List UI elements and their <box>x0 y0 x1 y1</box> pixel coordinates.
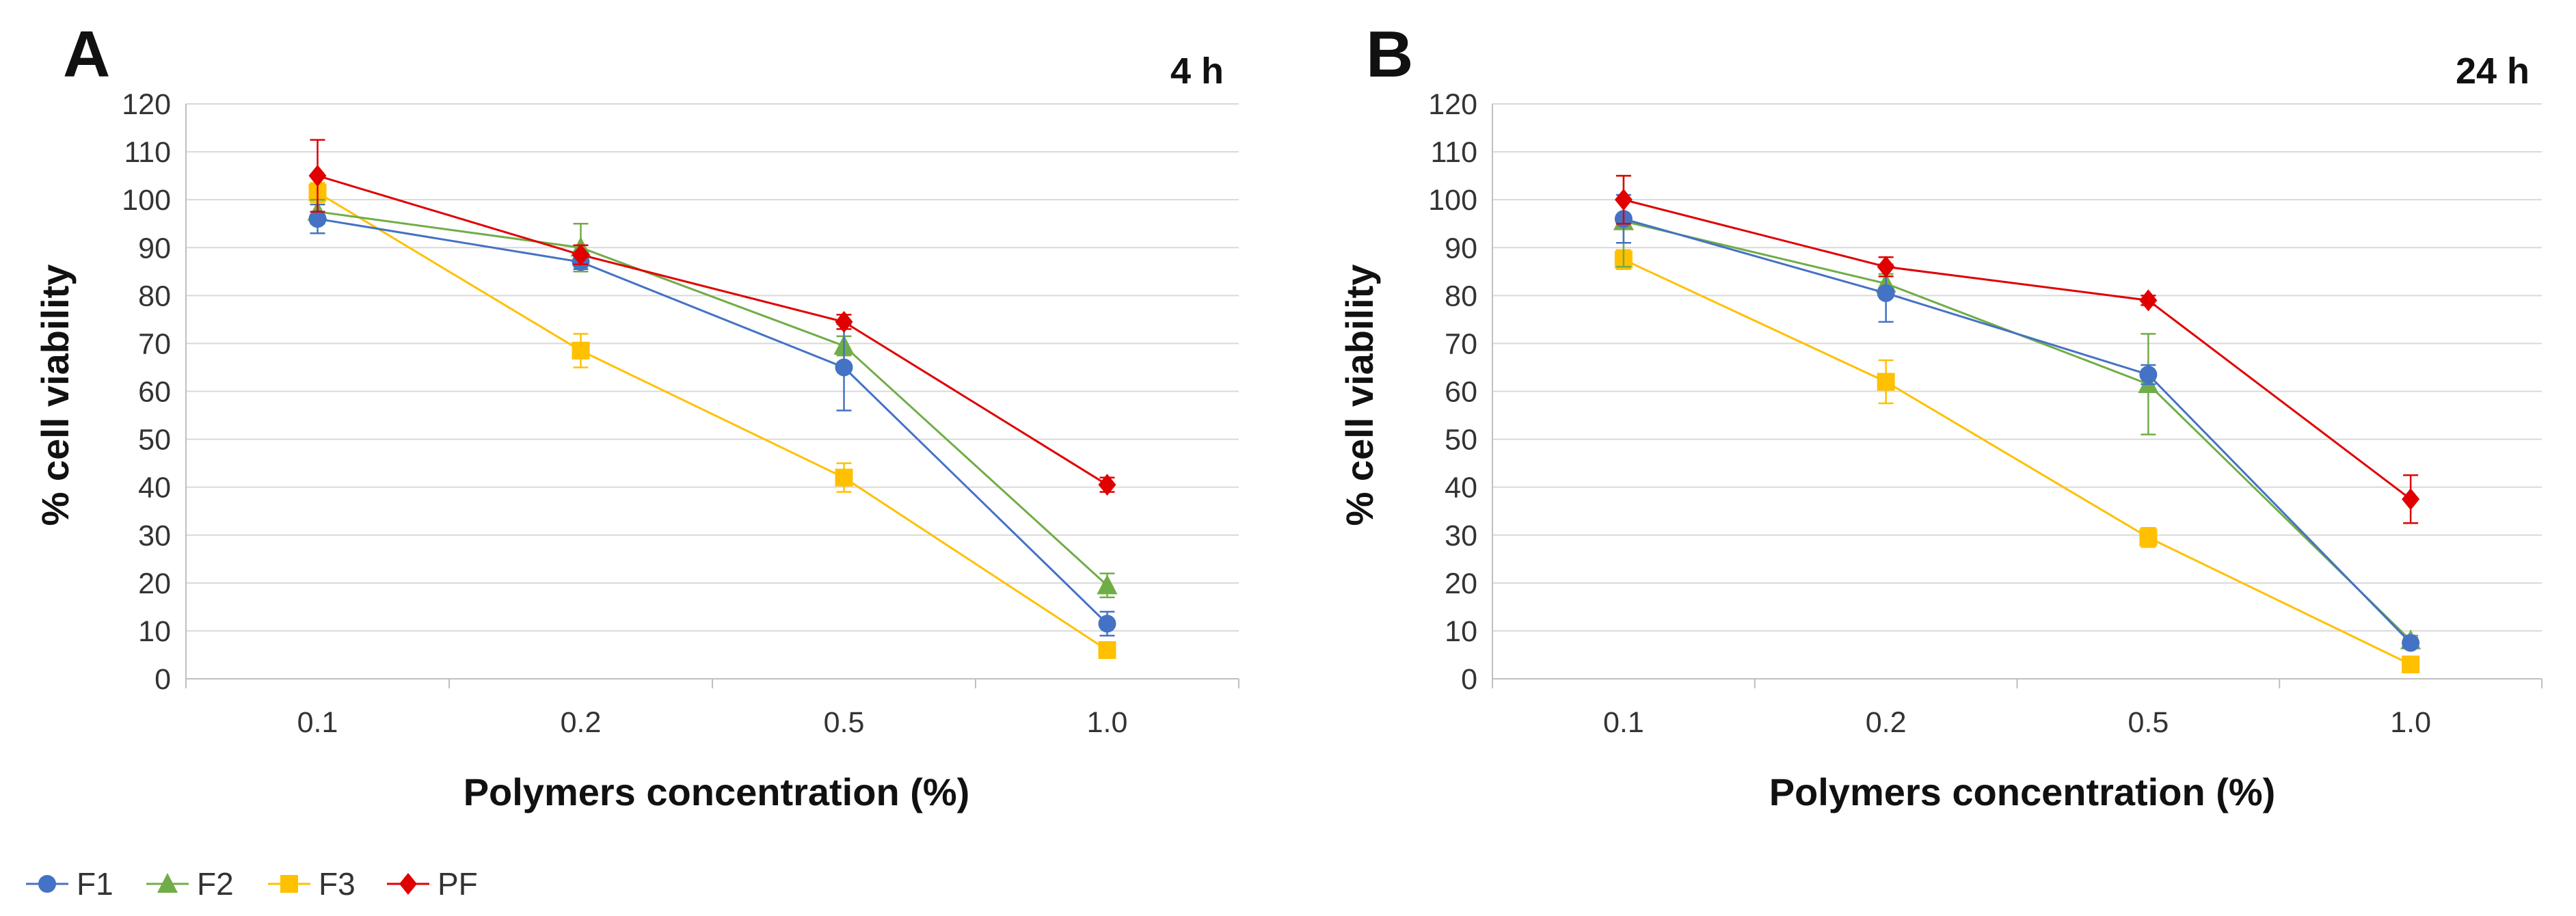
y-tick-label: 70 <box>138 327 171 360</box>
y-tick-label: 80 <box>1445 280 1477 312</box>
series-pf <box>308 139 1116 496</box>
panel-label: A <box>63 18 110 91</box>
panel-label: B <box>1366 18 1413 91</box>
legend-item-f3: F3 <box>268 866 355 902</box>
y-tick-label: 80 <box>138 280 171 312</box>
data-point <box>572 341 590 360</box>
y-tick-label: 110 <box>1430 136 1477 169</box>
data-point <box>308 210 327 228</box>
time-label: 24 h <box>2456 51 2530 92</box>
y-axis-title: % cell viability <box>1338 265 1381 526</box>
chart-panel-b: B 24 h % cell viability Polymers concent… <box>1338 18 2543 813</box>
x-tick-label: 0.2 <box>561 706 602 739</box>
y-tick-label: 100 <box>122 184 171 217</box>
x-axis-title: Polymers concentration (%) <box>1769 770 2276 813</box>
data-point <box>2402 634 2420 652</box>
x-tick-label: 0.5 <box>2128 706 2169 739</box>
y-tick-label: 40 <box>138 472 171 504</box>
y-tick-label: 0 <box>155 663 171 696</box>
y-tick-label: 10 <box>1445 615 1477 648</box>
y-tick-label: 30 <box>138 520 171 552</box>
legend-label: F1 <box>77 866 113 902</box>
series-line <box>1623 258 2411 666</box>
y-tick-label: 50 <box>138 424 171 457</box>
data-point <box>2139 365 2158 383</box>
series-line <box>317 211 1108 587</box>
legend-label: F2 <box>197 866 234 902</box>
series-line <box>1623 217 2412 644</box>
data-point <box>1098 474 1116 496</box>
data-point <box>1877 373 1895 391</box>
data-point <box>835 468 853 487</box>
y-tick-label: 70 <box>1445 327 1477 360</box>
x-tick-label: 1.0 <box>1087 706 1128 739</box>
data-point <box>1877 284 1895 302</box>
y-tick-label: 0 <box>1461 663 1477 696</box>
series-line <box>317 174 1108 486</box>
y-tick-label: 10 <box>138 615 171 648</box>
y-tick-label: 120 <box>122 88 171 121</box>
data-point <box>2139 528 2158 547</box>
series-f1 <box>1614 193 2420 652</box>
data-point <box>1877 256 1895 278</box>
x-tick-label: 0.1 <box>1603 706 1644 739</box>
data-point <box>308 165 327 187</box>
y-tick-label: 20 <box>138 567 171 600</box>
y-tick-label: 120 <box>1428 88 1477 121</box>
legend-item-f2: F2 <box>146 866 234 902</box>
y-tick-label: 110 <box>124 136 171 169</box>
data-point <box>1098 641 1116 659</box>
y-tick-label: 100 <box>1428 184 1477 217</box>
y-tick-label: 60 <box>1445 376 1477 409</box>
series-line <box>317 191 1108 651</box>
data-point <box>1098 615 1116 633</box>
y-tick-label: 40 <box>1445 472 1477 504</box>
y-axis-title: % cell viability <box>33 265 77 526</box>
time-label: 4 h <box>1170 51 1224 92</box>
data-point <box>2402 488 2420 511</box>
series-pf <box>1614 174 2420 524</box>
x-axis-title: Polymers concentration (%) <box>464 770 970 813</box>
legend-marker <box>280 875 298 893</box>
data-point <box>835 310 853 333</box>
x-tick-label: 1.0 <box>2390 706 2431 739</box>
legend-item-f1: F1 <box>26 866 113 902</box>
y-tick-label: 30 <box>1445 520 1477 552</box>
y-tick-label: 90 <box>1445 232 1477 265</box>
y-tick-label: 90 <box>138 232 171 265</box>
legend-marker <box>157 873 178 893</box>
legend: F1 F2 F3 PF <box>26 866 478 902</box>
series-f3 <box>308 182 1116 659</box>
x-tick-label: 0.5 <box>824 706 865 739</box>
y-tick-label: 20 <box>1445 567 1477 600</box>
data-point <box>572 243 590 266</box>
chart-panel-a: A 4 h % cell viability Polymers concentr… <box>33 18 1239 813</box>
x-tick-label: 0.2 <box>1866 706 1907 739</box>
data-point <box>2402 655 2420 673</box>
data-point <box>1097 574 1118 595</box>
data-point <box>1614 189 1633 211</box>
legend-marker <box>399 873 417 895</box>
series-line <box>1623 198 2412 500</box>
data-point <box>835 358 853 377</box>
series-line <box>317 217 1108 625</box>
y-tick-label: 50 <box>1445 424 1477 457</box>
legend-marker <box>38 875 56 893</box>
legend-item-pf: PF <box>387 866 478 902</box>
x-tick-label: 0.1 <box>297 706 338 739</box>
y-tick-label: 60 <box>138 376 171 409</box>
legend-label: PF <box>438 866 478 902</box>
legend-label: F3 <box>319 866 355 902</box>
data-point <box>2139 289 2158 312</box>
